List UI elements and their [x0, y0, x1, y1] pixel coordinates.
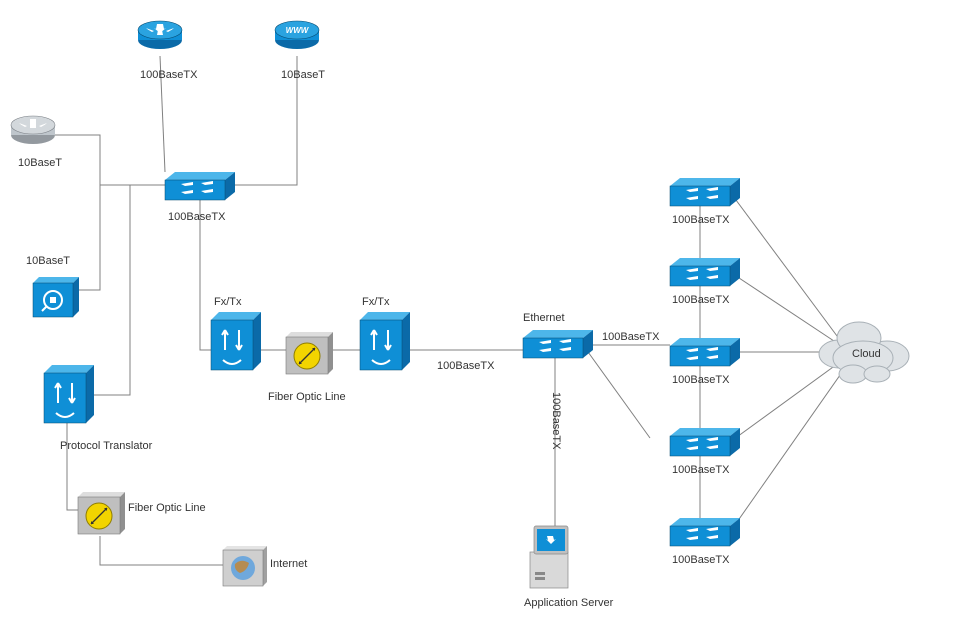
edge-router_top2-switch_upper — [231, 56, 297, 185]
node-router_gray — [11, 116, 55, 144]
node-sw4 — [670, 428, 740, 456]
node-sw1 — [670, 178, 740, 206]
edge-sw2-cloud — [730, 272, 840, 345]
node-internet — [223, 546, 267, 586]
edge-router_top1-switch_upper — [160, 56, 165, 172]
network-diagram: WWW — [0, 0, 954, 635]
node-protocol — [44, 365, 94, 423]
edge-protocol-fiber2 — [67, 423, 78, 510]
edge-fiber2-internet — [100, 536, 223, 565]
node-router_top1 — [138, 21, 182, 49]
node-switch_eth — [523, 330, 593, 358]
node-server — [530, 526, 568, 588]
edge-switch_upper-fxtx1 — [200, 200, 211, 350]
node-switch_upper — [165, 172, 235, 200]
edge-router_gray-switch_upper — [55, 135, 165, 185]
node-fiber1 — [286, 332, 333, 374]
edge-sw5-cloud — [730, 368, 845, 532]
node-fiber2 — [78, 492, 125, 534]
node-cloud — [819, 322, 909, 383]
node-sw2 — [670, 258, 740, 286]
edge-sw1-cloud — [730, 192, 840, 340]
node-router_top2 — [275, 21, 319, 49]
edge-sw4-cloud — [730, 362, 840, 442]
node-sw5 — [670, 518, 740, 546]
edge-netmgmt-switch_upper — [73, 185, 100, 290]
edge-sw3-sw4 — [583, 345, 650, 438]
node-sw3 — [670, 338, 740, 366]
node-fxtx1 — [211, 312, 261, 370]
node-fxtx2 — [360, 312, 410, 370]
node-netmgmt — [33, 277, 79, 317]
